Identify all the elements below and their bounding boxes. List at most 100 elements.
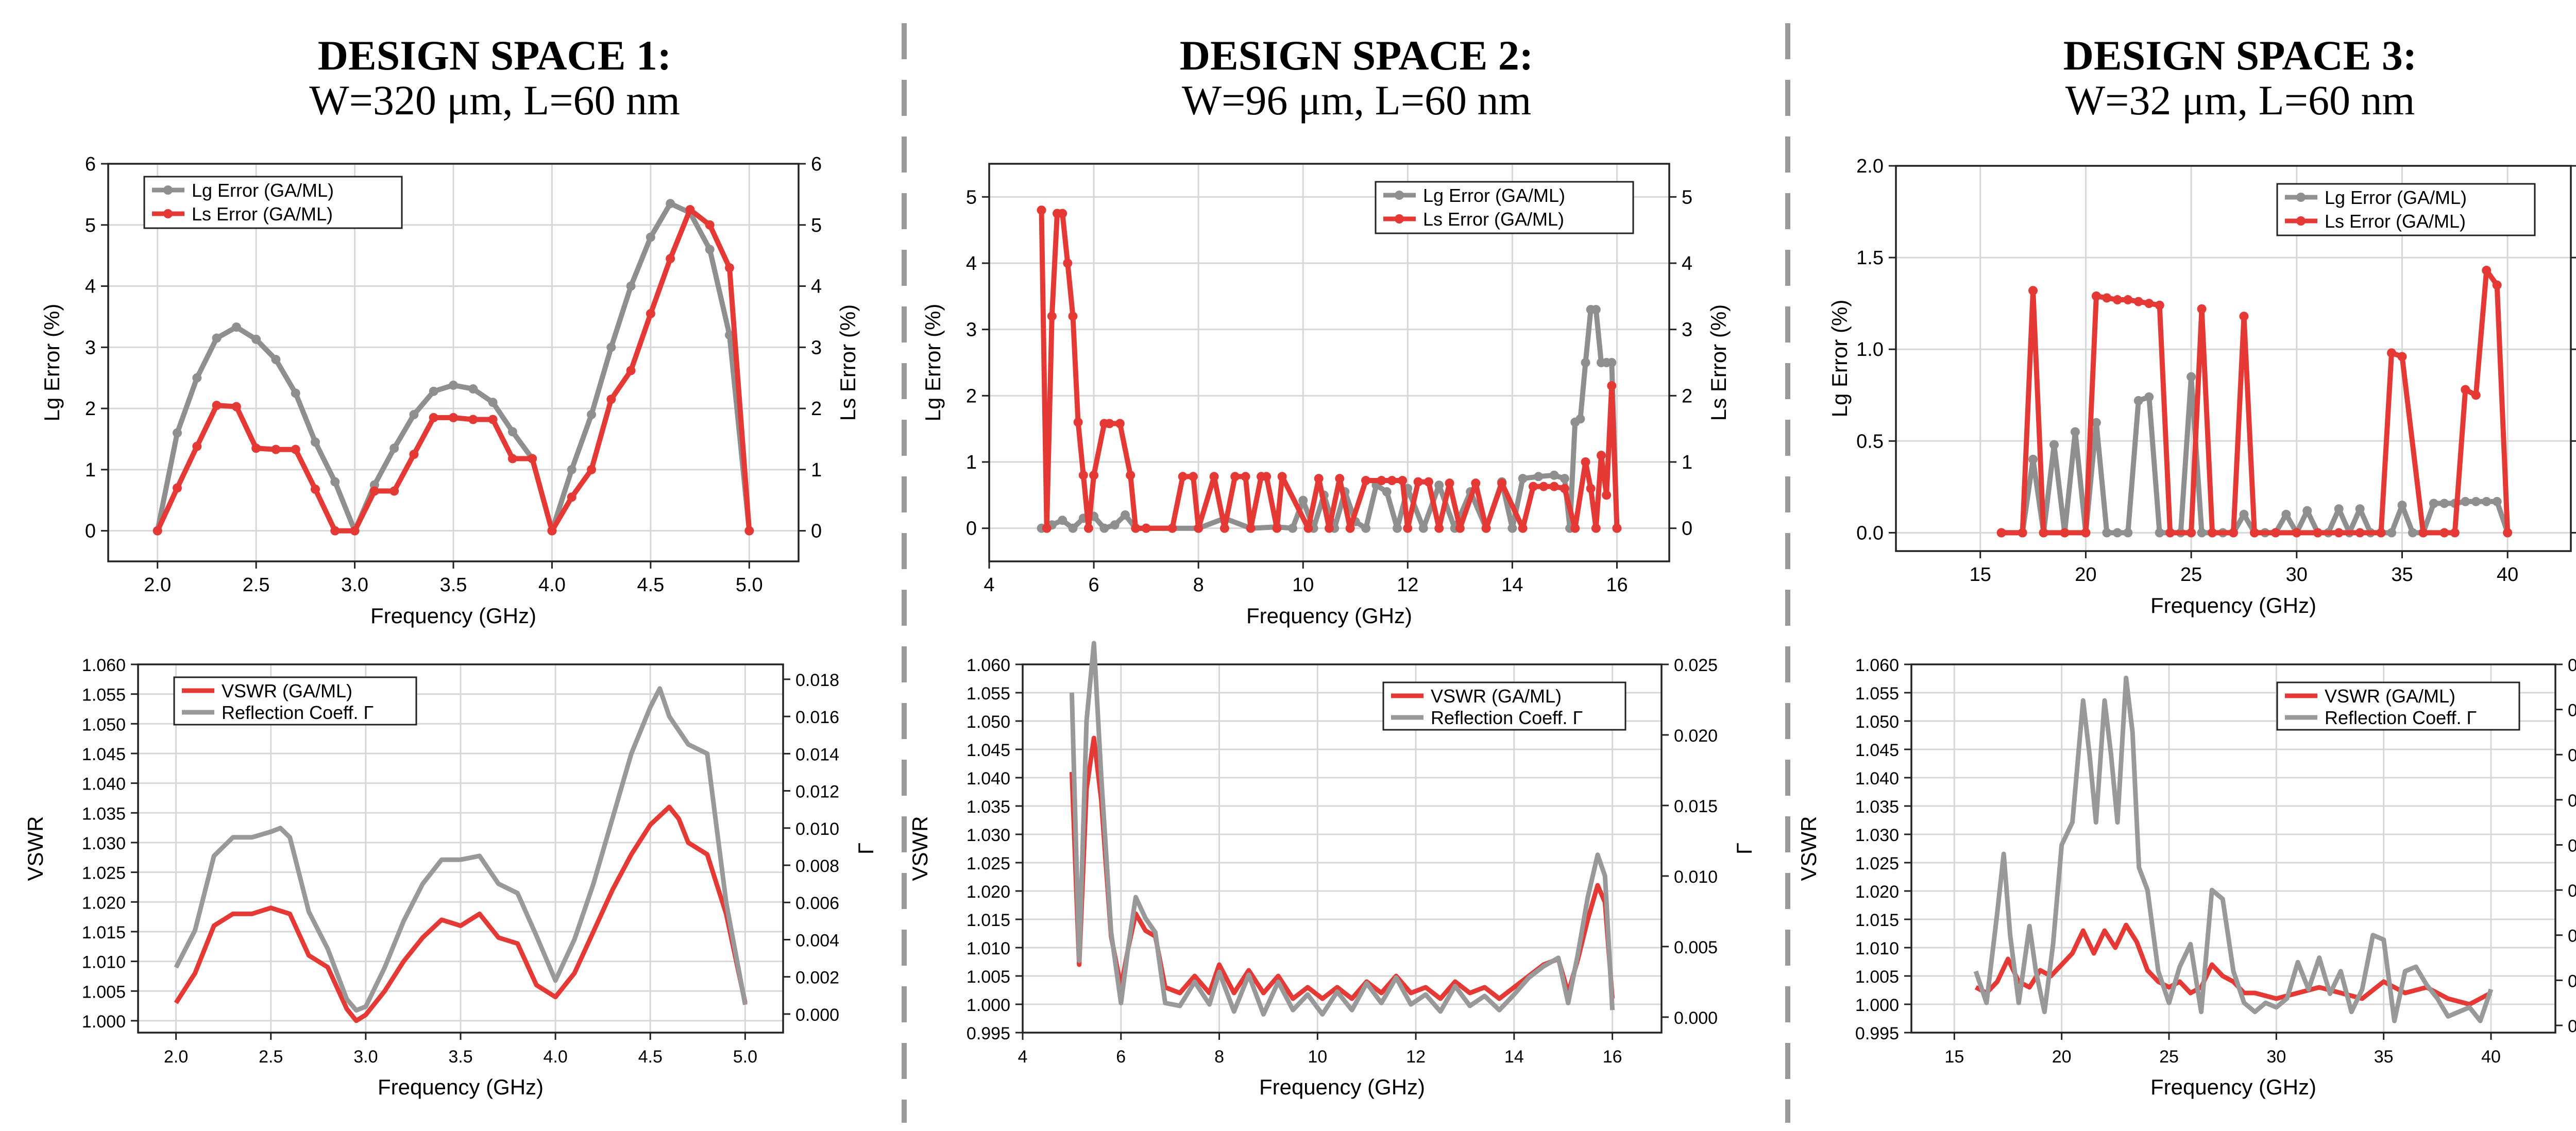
data-point — [2028, 454, 2038, 464]
y2-tick-label: 0 — [811, 521, 822, 542]
x-tick-label: 25 — [2180, 564, 2202, 586]
x-tick-label: 3.0 — [353, 1047, 378, 1067]
data-point — [1393, 523, 1402, 533]
y-tick-label: 1.030 — [1855, 826, 1899, 845]
x-axis-label: Frequency (GHz) — [378, 1075, 544, 1099]
legend-label: Lg Error (GA/ML) — [192, 180, 334, 201]
x-axis-label: Frequency (GHz) — [1246, 604, 1412, 628]
legend-label: VSWR (GA/ML) — [1431, 686, 1562, 707]
y2-axis-label: Ls Error (%) — [836, 304, 860, 421]
x-tick-label: 25 — [2159, 1047, 2179, 1067]
legend-marker — [163, 185, 173, 195]
data-point — [1325, 523, 1334, 533]
y2-axis-label: Γ — [854, 843, 878, 854]
x-tick-label: 2.0 — [144, 574, 171, 596]
y-tick-label: 1.010 — [82, 953, 126, 972]
legend-label: Ls Error (GA/ML) — [2325, 211, 2466, 232]
y-tick-label: 1.050 — [82, 715, 126, 734]
x-tick-label: 14 — [1504, 1047, 1524, 1067]
y2-tick-label: 0 — [1682, 518, 1692, 540]
data-point — [231, 322, 241, 332]
chart-ds3-vswr: 15 20 25 30 35 40 0.995 1.000 1.005 1.010 1.015 1.0… — [1797, 656, 2576, 1099]
data-point — [468, 384, 478, 394]
legend-marker — [2296, 193, 2306, 202]
data-point — [1560, 474, 1569, 484]
data-point — [685, 205, 695, 215]
y-tick-label: 1.025 — [1855, 854, 1899, 873]
y2-tick-label: 0.000 — [1674, 1008, 1718, 1028]
data-point — [488, 398, 498, 407]
data-point — [449, 413, 458, 422]
legend-marker — [1395, 214, 1404, 224]
data-point — [2112, 528, 2122, 538]
data-point — [1996, 528, 2006, 538]
x-tick-label: 4.0 — [538, 574, 566, 596]
y-tick-label: 1.005 — [967, 967, 1010, 987]
data-point — [1141, 523, 1151, 533]
data-point — [291, 444, 300, 454]
data-point — [1194, 523, 1204, 533]
data-point — [1434, 523, 1444, 533]
chart-ds3-error: 1520253035400.00.51.01.52.00.00.51.01.52… — [1827, 156, 2576, 618]
data-point — [666, 254, 675, 264]
y-tick-label: 3 — [85, 337, 96, 358]
data-point — [1607, 381, 1617, 391]
data-point — [567, 465, 577, 474]
data-point — [1037, 205, 1046, 215]
data-point — [409, 409, 419, 419]
y-tick-label: 2 — [85, 398, 96, 420]
data-point — [2144, 392, 2154, 402]
data-point — [330, 526, 340, 536]
legend: VSWR (GA/ML)Reflection Coeff. Γ — [2276, 681, 2520, 731]
x-tick-label: 2.5 — [243, 574, 270, 596]
data-point — [468, 415, 478, 424]
data-point — [1518, 523, 1528, 533]
y2-tick-label: 4 — [1682, 253, 1692, 275]
data-point — [2418, 528, 2428, 538]
data-point — [1131, 523, 1141, 533]
data-point — [429, 386, 438, 396]
data-point — [587, 465, 596, 474]
x-tick-label: 12 — [1406, 1047, 1426, 1067]
data-point — [2081, 528, 2091, 538]
series-line — [174, 804, 748, 1023]
y-tick-label: 0.995 — [1855, 1024, 1899, 1043]
legend-label: Ls Error (GA/ML) — [192, 203, 333, 225]
legend-marker — [163, 209, 173, 218]
data-point — [2239, 509, 2249, 519]
y-tick-label: 1.045 — [82, 745, 126, 764]
legend-box — [2276, 183, 2536, 236]
data-point — [507, 454, 517, 464]
data-point — [192, 441, 202, 451]
series-line — [1973, 675, 2494, 1023]
data-point — [1549, 482, 1559, 491]
data-point — [1471, 478, 1481, 488]
y-axis-label: Lg Error (%) — [921, 304, 945, 422]
y-tick-label: 4 — [966, 253, 977, 275]
data-point — [1434, 481, 1444, 490]
data-point — [350, 526, 360, 536]
data-point — [2049, 440, 2059, 450]
data-point — [1167, 523, 1177, 533]
data-point — [1534, 472, 1544, 482]
x-tick-label: 12 — [1397, 574, 1418, 596]
legend-label: VSWR (GA/ML) — [2325, 686, 2455, 707]
data-point — [152, 526, 162, 536]
series-lg-error-ga-ml- — [1037, 305, 1622, 533]
y-tick-label: 1.055 — [967, 684, 1010, 704]
data-point — [2471, 496, 2481, 506]
y2-tick-label: 3 — [811, 337, 822, 358]
y-tick-label: 1.025 — [82, 864, 126, 883]
y-axis-label: VSWR — [908, 816, 932, 881]
x-tick-label: 16 — [1606, 574, 1628, 596]
legend-label: Reflection Coeff. Γ — [2325, 707, 2477, 728]
data-point — [1591, 523, 1601, 533]
x-tick-label: 5.0 — [733, 1047, 757, 1067]
data-point — [606, 395, 616, 404]
data-point — [330, 477, 340, 487]
data-point — [1570, 523, 1580, 533]
y-tick-label: 1.025 — [967, 854, 1010, 873]
data-point — [251, 334, 261, 344]
data-point — [251, 443, 261, 453]
data-point — [1445, 478, 1454, 488]
